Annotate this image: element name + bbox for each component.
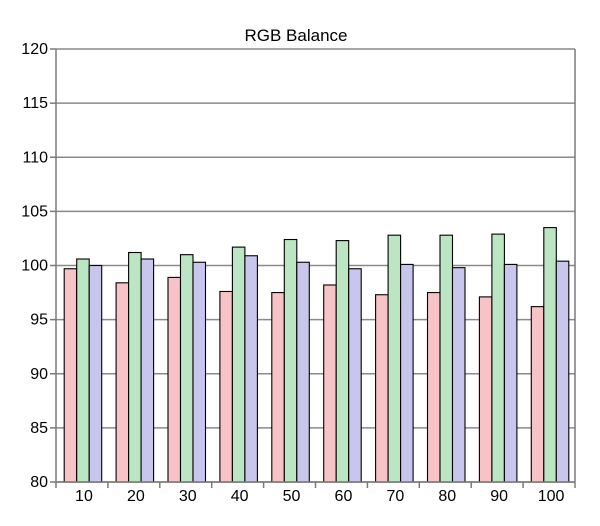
chart-title: RGB Balance (245, 26, 348, 45)
bar-series-2 (491, 233, 505, 483)
y-tick-label: 100 (21, 258, 48, 275)
bars (63, 227, 570, 483)
bar-series-1 (375, 294, 389, 483)
bar-series-3 (348, 268, 362, 483)
bar-series-3 (140, 258, 155, 483)
bar-series-3 (88, 264, 103, 483)
bar-series-1 (219, 290, 233, 483)
y-tick-label: 105 (21, 203, 48, 220)
y-tick-label: 115 (22, 95, 48, 112)
bar-series-1 (478, 296, 493, 483)
y-tick-label: 90 (30, 366, 48, 383)
bar-series-3 (503, 263, 518, 483)
x-tick-labels: 10 20 30 40 50 60 70 80 90 100 (75, 488, 564, 505)
bar-series-2 (543, 227, 557, 483)
bar-series-2 (76, 258, 90, 483)
bar-series-1 (323, 284, 337, 483)
x-tick-label: 90 (490, 488, 508, 505)
bar-series-3 (244, 255, 258, 483)
y-tick-label: 85 (30, 420, 48, 437)
bar-series-3 (400, 263, 414, 483)
bar-series-2 (439, 234, 454, 483)
bar-series-3 (192, 261, 207, 483)
y-tick-labels: 80 85 90 95 100 105 110 115 120 (21, 41, 48, 491)
bar-series-1 (426, 292, 441, 483)
bar-series-2 (335, 240, 350, 483)
bar-series-1 (271, 292, 285, 483)
bar-series-1 (115, 282, 130, 483)
x-tick-label: 100 (538, 488, 565, 505)
bar-series-2 (179, 254, 194, 483)
bar-series-2 (128, 251, 142, 483)
x-tick-label: 80 (438, 488, 456, 505)
axes (50, 48, 576, 488)
bar-series-2 (387, 234, 402, 483)
y-tick-label: 80 (30, 474, 48, 491)
bar-series-1 (167, 276, 182, 483)
bar-series-3 (451, 267, 466, 483)
y-tick-label: 95 (30, 312, 48, 329)
y-tick-label: 110 (22, 149, 48, 166)
bar-series-2 (283, 238, 298, 483)
x-tick-label: 50 (283, 488, 301, 505)
bar-series-3 (555, 260, 570, 483)
bar-series-3 (296, 261, 310, 483)
bar-series-1 (63, 268, 78, 483)
bar-series-1 (530, 306, 545, 483)
x-tick-label: 70 (386, 488, 404, 505)
x-tick-label: 10 (75, 488, 93, 505)
x-tick-label: 20 (127, 488, 145, 505)
bar-series-2 (231, 246, 246, 483)
x-tick-label: 40 (231, 488, 249, 505)
x-tick-label: 30 (179, 488, 197, 505)
y-tick-label: 120 (21, 41, 48, 58)
x-tick-label: 60 (335, 488, 353, 505)
